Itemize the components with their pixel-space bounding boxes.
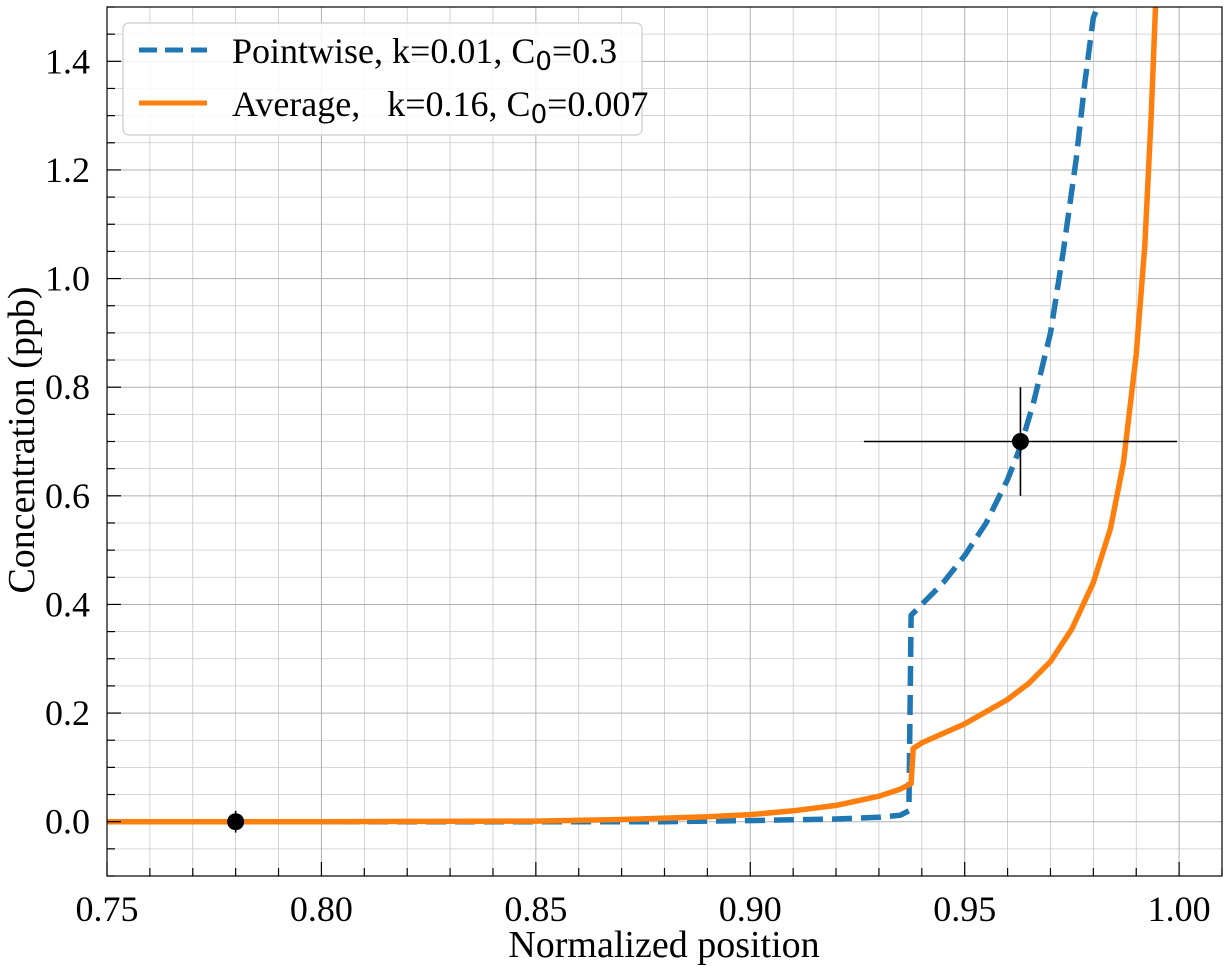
x-tick-label: 0.80 — [290, 889, 353, 929]
data-points — [227, 387, 1177, 833]
legend-pointwise-name: Pointwise, k=0.01, C — [232, 31, 535, 71]
legend-pointwise-subscript: 0 — [535, 47, 552, 77]
legend-average-name: Average, k=0.16, C — [232, 84, 531, 124]
y-tick-label: 0.8 — [45, 367, 90, 407]
legend-pointwise-label: Pointwise, k=0.01, C0=0.3 — [232, 31, 617, 77]
x-axis-label: Normalized position — [508, 924, 819, 966]
y-axis-label: Concentration (ppb) — [1, 286, 43, 593]
x-tick-label: 0.85 — [504, 889, 567, 929]
minor-grid — [107, 6, 1223, 877]
series-line-average — [107, 7, 1159, 825]
legend-pointwise-tail: =0.3 — [552, 31, 617, 71]
y-tick-label: 0.4 — [45, 584, 90, 624]
data-point-marker — [1011, 433, 1029, 450]
y-tick-label: 0.0 — [45, 802, 90, 842]
data-point-marker — [227, 813, 245, 831]
y-tick-label: 0.6 — [45, 476, 90, 516]
x-tick-label: 0.95 — [933, 889, 996, 929]
y-tick-labels: 0.0 0.2 0.4 0.6 0.8 1.0 1.2 1.4 — [45, 41, 90, 841]
y-tick-label: 1.0 — [45, 259, 90, 299]
x-tick-label: 0.75 — [76, 889, 139, 929]
y-tick-label: 1.2 — [45, 150, 90, 190]
axis-ticks — [106, 6, 1223, 877]
y-tick-label: 0.2 — [45, 693, 90, 733]
legend-average-label: Average, k=0.16, C0=0.007 — [232, 84, 648, 130]
legend: Pointwise, k=0.01, C0=0.3 Average, k=0.1… — [122, 22, 648, 136]
x-tick-labels: 0.75 0.80 0.85 0.90 0.95 1.00 — [76, 889, 1211, 929]
x-tick-label: 1.00 — [1148, 889, 1211, 929]
legend-average-tail: =0.007 — [547, 84, 648, 124]
series-line-pointwise — [107, 7, 1101, 825]
legend-average-subscript: 0 — [531, 100, 548, 130]
legend-box — [122, 22, 643, 136]
x-tick-label: 0.90 — [719, 889, 782, 929]
y-tick-label: 1.4 — [45, 41, 90, 81]
series-layer — [107, 7, 1159, 825]
